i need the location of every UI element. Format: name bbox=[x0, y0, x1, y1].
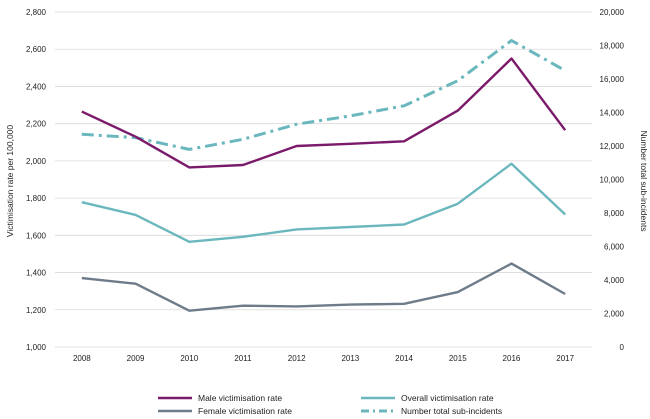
right-tick-label: 12,000 bbox=[600, 142, 625, 151]
left-tick-label: 1,800 bbox=[26, 194, 47, 203]
left-tick-label: 2,800 bbox=[26, 8, 47, 17]
series-line-overall-victimisation-rate bbox=[81, 162, 567, 244]
x-axis-ticks: 2008 2009 2010 2011 2012 2013 2014 2015 2016 2017 bbox=[73, 354, 575, 363]
right-tick-label: 10,000 bbox=[600, 176, 625, 185]
right-tick-label: 16,000 bbox=[600, 75, 625, 84]
legend-label: Male victimisation rate bbox=[198, 393, 282, 403]
series-line-male-victimisation-rate bbox=[81, 57, 567, 169]
x-tick-label: 2012 bbox=[288, 354, 306, 363]
gridlines bbox=[55, 11, 592, 348]
right-tick-label: 0 bbox=[620, 343, 625, 352]
left-tick-label: 2,600 bbox=[26, 45, 47, 54]
right-tick-label: 20,000 bbox=[600, 8, 625, 17]
x-tick-label: 2016 bbox=[503, 354, 521, 363]
right-axis-title: Number total sub-incidents bbox=[639, 130, 649, 231]
left-tick-label: 1,200 bbox=[26, 306, 47, 315]
legend-label: Number total sub-incidents bbox=[401, 406, 502, 416]
legend-label: Overall victimisation rate bbox=[401, 393, 494, 403]
series-line-number-total-sub-incidents bbox=[81, 39, 566, 151]
right-tick-label: 14,000 bbox=[600, 109, 625, 118]
left-tick-label: 1,400 bbox=[26, 269, 47, 278]
x-tick-label: 2011 bbox=[234, 354, 252, 363]
left-tick-label: 2,400 bbox=[26, 82, 47, 91]
right-axis-ticks: 0 2,000 4,000 6,000 8,000 10,000 12,000 14,000 1… bbox=[600, 8, 625, 352]
x-tick-label: 2008 bbox=[73, 354, 91, 363]
left-axis-ticks: 1,000 1,200 1,400 1,600 1,800 2,000 2,200 2,400… bbox=[26, 8, 47, 352]
x-tick-label: 2010 bbox=[180, 354, 198, 363]
left-tick-label: 1,000 bbox=[26, 343, 47, 352]
x-tick-label: 2015 bbox=[449, 354, 467, 363]
left-tick-label: 2,000 bbox=[26, 157, 47, 166]
x-tick-label: 2014 bbox=[395, 354, 413, 363]
left-tick-label: 1,600 bbox=[26, 231, 47, 240]
right-tick-label: 4,000 bbox=[604, 276, 625, 285]
left-axis-title: Victimisation rate per 100,000 bbox=[5, 125, 15, 238]
x-tick-label: 2017 bbox=[556, 354, 574, 363]
right-tick-label: 6,000 bbox=[604, 243, 625, 252]
right-tick-label: 2,000 bbox=[604, 310, 625, 319]
right-tick-label: 18,000 bbox=[600, 42, 625, 51]
legend-label: Female victimisation rate bbox=[198, 406, 292, 416]
series-line-female-victimisation-rate bbox=[81, 262, 566, 312]
x-tick-label: 2013 bbox=[341, 354, 359, 363]
x-tick-label: 2009 bbox=[127, 354, 145, 363]
right-tick-label: 8,000 bbox=[604, 209, 625, 218]
series-lines bbox=[81, 39, 567, 312]
left-tick-label: 2,200 bbox=[26, 120, 47, 129]
legend: Male victimisation rate Overall victimisa… bbox=[158, 393, 502, 416]
